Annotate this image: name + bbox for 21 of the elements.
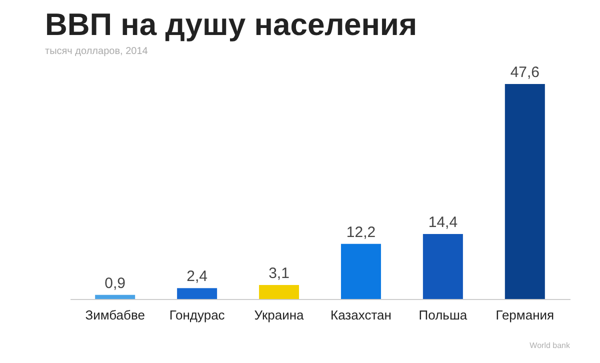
chart-subtitle: тысяч долларов, 2014 xyxy=(45,46,148,57)
x-tick-label: Польша xyxy=(418,308,468,322)
data-label: 3,1 xyxy=(268,265,290,282)
x-tick-label: Зимбабве xyxy=(85,308,145,322)
bar xyxy=(504,84,545,299)
bar xyxy=(340,244,381,299)
data-label: 47,6 xyxy=(510,64,540,81)
bar xyxy=(422,234,463,299)
chart-title: ВВП на душу населения xyxy=(45,7,418,42)
bar xyxy=(95,294,136,299)
text: World bank xyxy=(530,341,571,350)
x-tick-label: Украина xyxy=(254,308,305,322)
bar xyxy=(259,285,300,299)
x-tick-label: Казахстан xyxy=(330,308,392,322)
data-label: 14,4 xyxy=(428,214,458,231)
x-tick-label: Германия xyxy=(496,308,554,322)
bar xyxy=(177,288,218,299)
data-label: 0,9 xyxy=(104,274,126,292)
data-label: 12,2 xyxy=(346,224,376,241)
data-label: 2,4 xyxy=(186,268,208,286)
x-tick-label: Гондурас xyxy=(169,308,226,322)
